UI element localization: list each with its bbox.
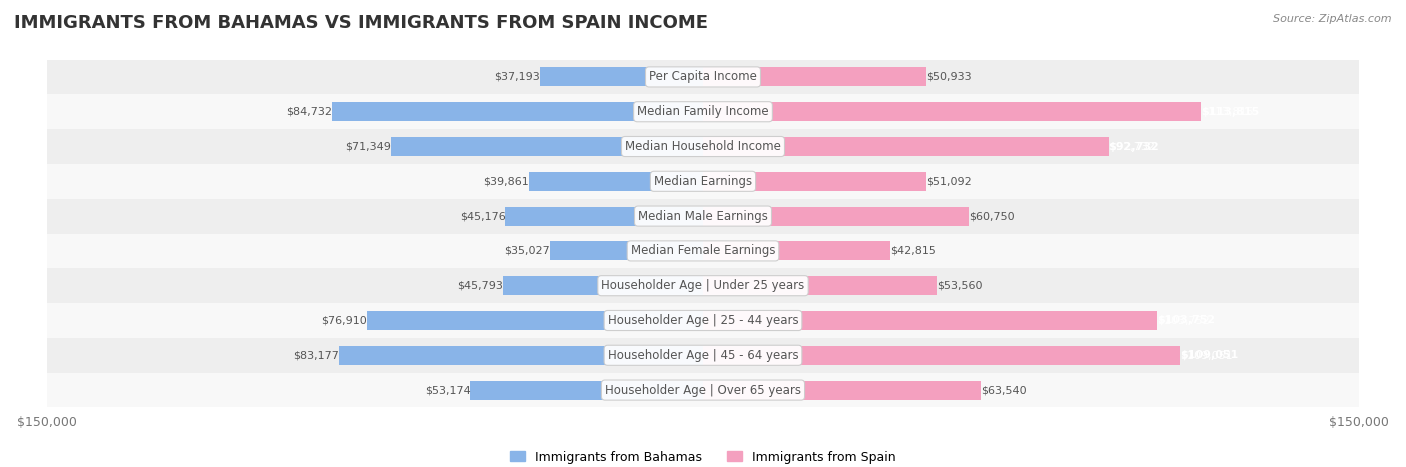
Text: $51,092: $51,092	[927, 177, 972, 186]
Text: $45,793: $45,793	[457, 281, 503, 290]
Bar	[703, 311, 1157, 330]
Legend: Immigrants from Bahamas, Immigrants from Spain: Immigrants from Bahamas, Immigrants from…	[505, 446, 901, 467]
Text: $113,815: $113,815	[1201, 107, 1254, 117]
Text: $63,540: $63,540	[981, 385, 1026, 395]
Text: $76,910: $76,910	[321, 316, 367, 325]
Bar	[339, 346, 703, 365]
Text: $50,933: $50,933	[925, 72, 972, 82]
Bar	[503, 276, 703, 295]
Bar	[703, 67, 925, 86]
Text: Median Male Earnings: Median Male Earnings	[638, 210, 768, 223]
Text: $109,051: $109,051	[1180, 350, 1239, 360]
Text: Source: ZipAtlas.com: Source: ZipAtlas.com	[1274, 14, 1392, 24]
Text: $83,177: $83,177	[294, 350, 339, 360]
Text: Median Female Earnings: Median Female Earnings	[631, 244, 775, 257]
Text: Median Household Income: Median Household Income	[626, 140, 780, 153]
Text: Householder Age | 45 - 64 years: Householder Age | 45 - 64 years	[607, 349, 799, 362]
Bar	[703, 381, 981, 400]
Bar	[46, 269, 1360, 303]
Bar	[703, 346, 1180, 365]
Text: $60,750: $60,750	[969, 211, 1014, 221]
Text: Householder Age | 25 - 44 years: Householder Age | 25 - 44 years	[607, 314, 799, 327]
Text: Median Family Income: Median Family Income	[637, 105, 769, 118]
Bar	[703, 241, 890, 261]
Bar	[529, 172, 703, 191]
Text: IMMIGRANTS FROM BAHAMAS VS IMMIGRANTS FROM SPAIN INCOME: IMMIGRANTS FROM BAHAMAS VS IMMIGRANTS FR…	[14, 14, 709, 32]
Text: $84,732: $84,732	[287, 107, 332, 117]
Text: $53,174: $53,174	[425, 385, 471, 395]
Text: $71,349: $71,349	[344, 142, 391, 151]
Text: $37,193: $37,193	[495, 72, 540, 82]
Bar	[46, 129, 1360, 164]
Bar	[46, 164, 1360, 198]
Bar	[46, 198, 1360, 234]
Text: $42,815: $42,815	[890, 246, 936, 256]
Bar	[46, 373, 1360, 408]
Text: Householder Age | Over 65 years: Householder Age | Over 65 years	[605, 383, 801, 396]
Bar	[46, 59, 1360, 94]
Bar	[367, 311, 703, 330]
Bar	[540, 67, 703, 86]
Text: Householder Age | Under 25 years: Householder Age | Under 25 years	[602, 279, 804, 292]
Bar	[471, 381, 703, 400]
Bar	[46, 338, 1360, 373]
Bar	[46, 94, 1360, 129]
Text: $109,051: $109,051	[1180, 350, 1233, 360]
Text: Median Earnings: Median Earnings	[654, 175, 752, 188]
Text: $92,732: $92,732	[1108, 142, 1154, 151]
Bar	[46, 303, 1360, 338]
Text: $45,176: $45,176	[460, 211, 505, 221]
Text: $35,027: $35,027	[503, 246, 550, 256]
Text: Per Capita Income: Per Capita Income	[650, 71, 756, 84]
Bar	[505, 206, 703, 226]
Bar	[703, 137, 1108, 156]
Text: $103,752: $103,752	[1157, 316, 1215, 325]
Bar	[703, 102, 1201, 121]
Text: $92,732: $92,732	[1108, 142, 1160, 151]
Bar	[703, 206, 969, 226]
Bar	[703, 276, 938, 295]
Bar	[550, 241, 703, 261]
Bar	[46, 234, 1360, 269]
Bar	[391, 137, 703, 156]
Text: $113,815: $113,815	[1201, 107, 1260, 117]
Text: $39,861: $39,861	[482, 177, 529, 186]
Bar	[703, 172, 927, 191]
Text: $53,560: $53,560	[938, 281, 983, 290]
Text: $103,752: $103,752	[1157, 316, 1209, 325]
Bar	[332, 102, 703, 121]
